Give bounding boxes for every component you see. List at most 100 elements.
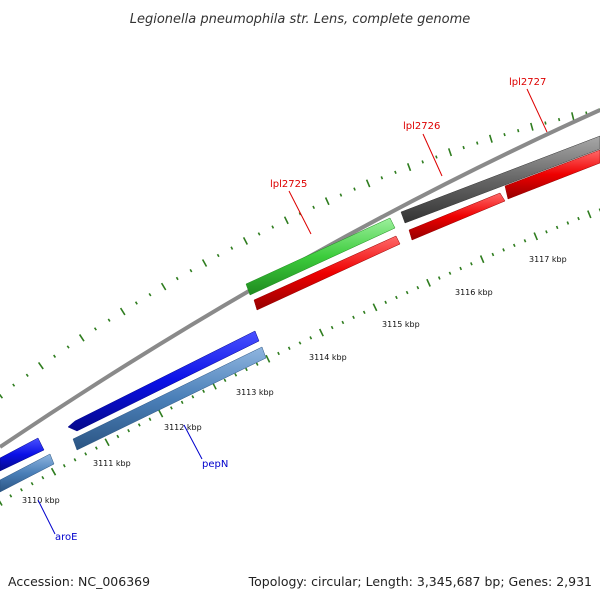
inner-tick [533, 232, 539, 241]
label-pepN: pepN [202, 459, 228, 470]
inner-tick [448, 271, 452, 275]
outer-tick [571, 112, 575, 121]
kbp-label: 3110 kbp [22, 496, 60, 505]
inner-tick [202, 389, 206, 393]
inner-tick [587, 210, 592, 219]
outer-tick [271, 225, 275, 229]
gene-aroE-forward[interactable] [0, 437, 45, 472]
genome-summary-text: Topology: circular; Length: 3,345,687 bp… [248, 574, 592, 589]
inner-tick [362, 310, 366, 315]
kbp-label: 3112 kbp [164, 423, 202, 432]
outer-tick [339, 193, 343, 197]
label-lpl2726: lpl2726 [403, 121, 440, 132]
gene-lpl2727-forward[interactable] [400, 135, 600, 224]
kbp-label: 3113 kbp [236, 388, 274, 397]
outer-tick [107, 318, 111, 322]
outer-tick [353, 187, 356, 191]
inner-tick [30, 482, 34, 486]
outer-tick [37, 361, 44, 370]
outer-tick [557, 117, 561, 122]
outer-tick [435, 155, 438, 159]
outer-tick [25, 373, 29, 377]
inner-tick [491, 252, 495, 257]
inner-tick [62, 464, 66, 468]
gene-lpl2726-reverse[interactable] [408, 192, 506, 241]
inner-tick [318, 328, 324, 337]
outer-tick [380, 176, 384, 180]
inner-tick [9, 494, 13, 498]
gene-pepN-reverse[interactable] [72, 346, 267, 451]
outer-tick [175, 276, 179, 281]
inner-tick [73, 458, 77, 462]
inner-tick [502, 248, 505, 252]
inner-tick [127, 429, 131, 433]
inner-tick [223, 378, 227, 382]
outer-tick [78, 334, 85, 342]
inner-tick [41, 476, 45, 480]
inner-tick [395, 295, 398, 300]
accession-text: Accession: NC_006369 [8, 574, 150, 589]
inner-tick [84, 452, 88, 456]
map-title: Legionella pneumophila str. Lens, comple… [130, 12, 471, 27]
inner-tick [0, 500, 3, 506]
inner-tick [234, 373, 238, 377]
outer-tick [0, 393, 4, 399]
outer-tick [93, 327, 97, 331]
outer-tick [447, 148, 453, 157]
inner-tick [158, 409, 164, 418]
gene-lpl2725-forward[interactable] [245, 217, 396, 296]
inner-tick [137, 423, 141, 427]
inner-tick [191, 395, 195, 399]
outer-tick [365, 179, 371, 188]
inner-tick [372, 303, 378, 312]
inner-tick [470, 262, 473, 266]
gene-lpl2728-reverse[interactable] [504, 149, 600, 200]
outer-tick-ring [0, 108, 600, 399]
inner-tick [298, 341, 302, 345]
outer-tick [421, 160, 424, 164]
outer-tick [201, 259, 208, 267]
outer-tick [298, 212, 302, 216]
inner-tick [265, 354, 271, 363]
label-lpl2725: lpl2725 [270, 179, 307, 190]
inner-tick [341, 320, 345, 325]
inner-tick [512, 243, 516, 248]
leader-lpl2727 [526, 88, 548, 133]
inner-tick [523, 239, 527, 243]
inner-tick [352, 315, 355, 320]
inner-tick [384, 300, 388, 305]
gene-pepN-forward[interactable] [67, 330, 260, 432]
outer-tick [53, 354, 57, 358]
inner-tick [20, 488, 23, 492]
inner-tick [405, 290, 409, 295]
outer-tick [66, 345, 70, 349]
inner-tick [169, 406, 173, 410]
outer-tick [476, 141, 479, 145]
inner-tick [180, 400, 184, 405]
outer-tick [488, 134, 493, 143]
inner-tick [309, 336, 313, 340]
gene-aroE-reverse[interactable] [0, 453, 55, 493]
outer-tick [148, 292, 152, 297]
inner-tick-ring: 3110 kbp 3111 kbp 3112 kbp 3113 kbp 3114 kbp… [0, 208, 600, 506]
inner-tick [566, 221, 570, 225]
inner-tick [426, 278, 431, 287]
outer-tick [230, 246, 234, 250]
gene-lpl2725-reverse[interactable] [253, 235, 401, 311]
kbp-label: 3116 kbp [455, 288, 493, 297]
kbp-label: 3117 kbp [529, 255, 567, 264]
outer-tick [242, 237, 249, 245]
outer-tick [119, 307, 126, 316]
inner-tick [148, 417, 152, 421]
inner-tick [577, 216, 580, 221]
outer-tick [12, 383, 16, 387]
inner-tick [459, 266, 463, 271]
leader-lpl2726 [422, 133, 443, 177]
outer-tick [160, 282, 167, 291]
outer-tick [462, 145, 465, 150]
inner-tick [416, 285, 420, 290]
genome-backbone [0, 108, 600, 449]
outer-tick [257, 232, 261, 236]
leader-aroE [37, 499, 56, 535]
